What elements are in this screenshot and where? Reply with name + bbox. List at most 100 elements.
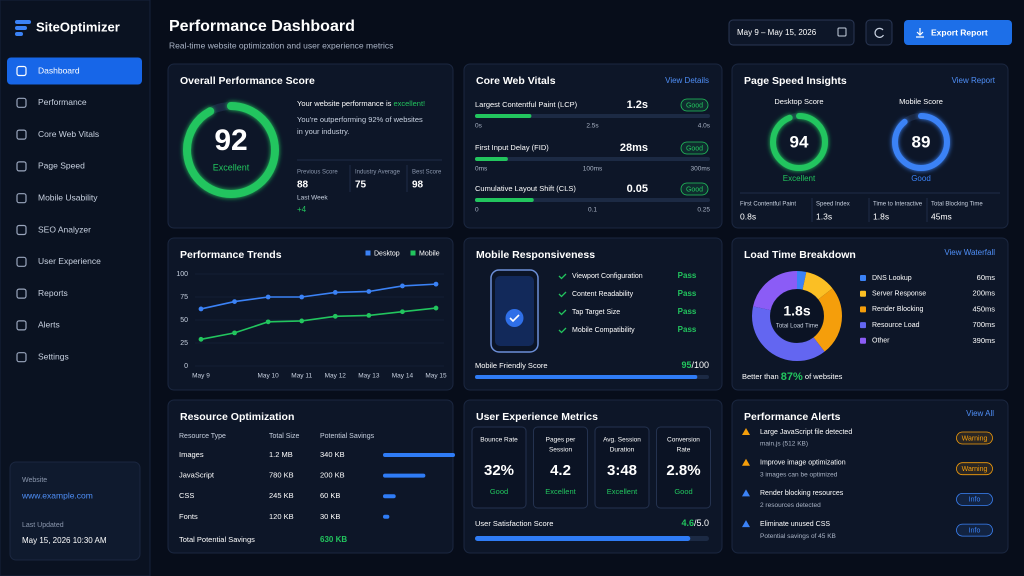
refresh-button[interactable]: [865, 19, 893, 46]
date-picker[interactable]: [728, 19, 855, 46]
savings-bar: [383, 514, 390, 519]
panel-link[interactable]: View Waterfall: [944, 248, 995, 257]
overall-message-line: You're outperforming 92% of websites: [297, 115, 423, 124]
status-badge: [680, 182, 709, 196]
menu-icon: [16, 224, 27, 236]
legend-label: Server Response: [872, 291, 926, 298]
mobile-score-label: Mobile Friendly Score: [475, 361, 548, 370]
series-point: [232, 299, 237, 304]
logo-icon: [15, 26, 27, 30]
series-point: [299, 294, 305, 300]
alert-title: Eliminate unused CSS: [760, 521, 830, 528]
message-emphasis: excellent!: [393, 99, 425, 108]
download-icon: [916, 28, 924, 38]
x-tick-label: May 10: [257, 373, 279, 380]
page-title: Performance Dashboard: [169, 18, 355, 35]
table-cell: 200 KB: [320, 471, 345, 480]
legend-swatch: [860, 290, 866, 297]
donut-hole: [771, 290, 823, 342]
legend-value: 450ms: [972, 304, 995, 313]
legend-label: Mobile: [419, 250, 440, 257]
satisfaction-bar: [475, 536, 691, 541]
series-point: [400, 309, 405, 315]
panel-title: Core Web Vitals: [476, 75, 556, 87]
menu-item[interactable]: Mobile Usability: [38, 192, 98, 202]
updated-label: Last Updated: [22, 522, 64, 529]
metric-status: Excellent: [607, 487, 638, 496]
panel: [167, 63, 454, 229]
series-point: [400, 283, 405, 289]
y-tick-label: 25: [180, 340, 188, 347]
y-tick-label: 75: [180, 294, 188, 301]
table-cell: JavaScript: [179, 471, 215, 480]
table-cell: 780 KB: [269, 471, 294, 480]
metric-card: [656, 426, 711, 509]
series-point: [366, 289, 372, 294]
table-cell: 30 KB: [320, 512, 340, 521]
mobile-score-max: /100: [691, 360, 709, 370]
speed-metric-value: 1.3s: [816, 211, 832, 221]
satisfaction-score: 4.6/5.0: [681, 518, 709, 528]
panel-link[interactable]: View Report: [952, 76, 996, 85]
menu-item[interactable]: Reports: [38, 288, 68, 298]
panel-link[interactable]: View Details: [665, 76, 709, 85]
stat-label: Previous Score: [297, 170, 338, 176]
menu-item[interactable]: Settings: [38, 351, 69, 361]
legend-label: DNS Lookup: [872, 275, 912, 282]
gauge-arc: [892, 113, 950, 171]
menu-item[interactable]: Alerts: [38, 320, 60, 330]
menu-icon: [16, 193, 27, 204]
menu-item[interactable]: SEO Analyzer: [38, 224, 91, 234]
status-badge: [680, 141, 709, 155]
panel: [463, 63, 723, 229]
panel-link[interactable]: View All: [966, 409, 994, 418]
legend-value: 700ms: [972, 320, 995, 329]
total-label: Total Potential Savings: [179, 535, 255, 544]
legend-label: Render Blocking: [872, 306, 923, 313]
status-badge-text: Good: [686, 102, 703, 109]
logo-icon: [15, 32, 23, 36]
legend-swatch: [860, 322, 866, 329]
menu-item[interactable]: Performance: [38, 97, 87, 107]
series-point: [198, 306, 204, 312]
alert-icon: [742, 428, 750, 435]
metric-label: Rate: [677, 447, 691, 454]
stat-note: Last Week: [297, 195, 328, 202]
menu-item[interactable]: User Experience: [38, 256, 101, 266]
vital-tick: 0s: [475, 123, 483, 130]
menu-item[interactable]: Page Speed: [38, 161, 85, 171]
overall-message: Your website performance is excellent!: [297, 99, 425, 108]
legend-label: Other: [872, 338, 890, 345]
series-point: [299, 318, 305, 324]
series-point: [433, 305, 439, 311]
metric-label: Conversion: [667, 437, 700, 444]
menu-icon: [16, 161, 27, 172]
x-tick-label: May 12: [325, 373, 347, 380]
stat-value: 75: [355, 180, 367, 191]
menu-icon: [16, 129, 27, 140]
check-status: Pass: [678, 325, 697, 334]
panel-title: Performance Trends: [180, 249, 282, 261]
alert-title: Large JavaScript file detected: [760, 429, 852, 436]
table-cell: 1.2 MB: [269, 450, 293, 459]
vital-value: 0.05: [627, 183, 648, 195]
menu-item[interactable]: Core Web Vitals: [38, 129, 99, 139]
menu-icon: [16, 320, 27, 331]
alert-icon: [742, 520, 750, 528]
vital-bar-track: [475, 157, 710, 161]
series-point: [198, 336, 204, 342]
stat-label: Industry Average: [355, 170, 401, 176]
logo-icon: [15, 20, 31, 24]
phone-check: [505, 309, 524, 327]
menu-item[interactable]: Dashboard: [38, 65, 80, 75]
status-badge-text: Info: [969, 497, 981, 504]
check-icon: [558, 309, 567, 316]
mobile-score-bar: [475, 375, 698, 379]
x-tick-label: May 15: [425, 373, 447, 380]
speed-label: Mobile Score: [899, 97, 943, 106]
donut-center-label: Total Load Time: [776, 324, 819, 330]
series-point: [366, 313, 372, 318]
export-button[interactable]: [904, 20, 1012, 45]
